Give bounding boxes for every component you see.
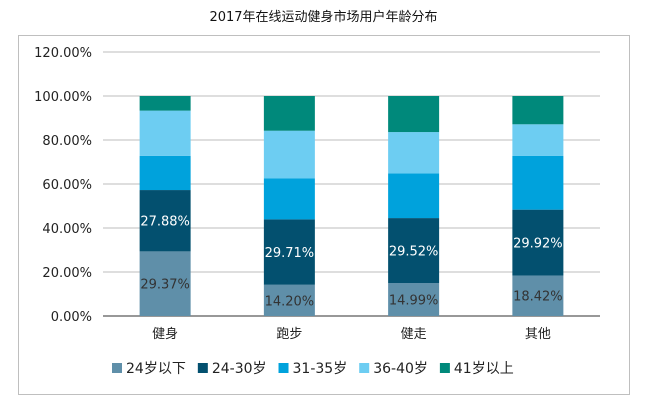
bar-segment bbox=[388, 218, 440, 284]
legend-swatch bbox=[278, 363, 289, 373]
bar-segment bbox=[139, 155, 191, 191]
legend-swatch bbox=[112, 363, 122, 373]
x-tick-label: 其他 bbox=[525, 327, 551, 342]
y-tick-label: 80.00% bbox=[42, 134, 92, 149]
data-label: 14.99% bbox=[389, 294, 439, 309]
bar-segment bbox=[263, 219, 315, 285]
bar-segment bbox=[263, 284, 315, 316]
bar-segment bbox=[388, 283, 440, 316]
y-tick-label: 60.00% bbox=[42, 178, 92, 193]
bar-segment bbox=[139, 251, 191, 316]
bar-segment bbox=[512, 155, 564, 210]
y-tick-label: 0.00% bbox=[51, 310, 92, 325]
legend-swatch bbox=[197, 363, 208, 373]
bar-segment bbox=[512, 275, 564, 316]
data-label: 29.92% bbox=[513, 237, 563, 252]
bar-segment bbox=[388, 96, 440, 133]
y-tick-label: 100.00% bbox=[34, 90, 92, 105]
legend-swatch bbox=[439, 363, 450, 373]
data-label: 27.88% bbox=[140, 215, 190, 230]
bar-segment bbox=[263, 130, 315, 179]
legend-label: 31-35岁 bbox=[293, 361, 348, 377]
legend-label: 36-40岁 bbox=[373, 361, 428, 377]
x-tick-label: 跑步 bbox=[276, 327, 302, 342]
data-label: 18.42% bbox=[513, 290, 563, 305]
y-tick-label: 20.00% bbox=[42, 266, 92, 281]
bar-segment bbox=[139, 110, 191, 156]
legend-label: 41岁以上 bbox=[454, 361, 514, 377]
bar-segment bbox=[512, 209, 564, 276]
x-tick-label: 健身 bbox=[152, 326, 178, 342]
legend-swatch bbox=[359, 363, 370, 373]
data-label: 29.52% bbox=[389, 245, 439, 260]
chart-title: 2017年在线运动健身市场用户年龄分布 bbox=[209, 10, 438, 25]
y-tick-label: 120.00% bbox=[34, 46, 92, 61]
bar-segment bbox=[388, 173, 440, 219]
data-label: 29.37% bbox=[140, 278, 190, 293]
data-label: 14.20% bbox=[265, 294, 315, 309]
x-tick-label: 健走 bbox=[401, 327, 427, 342]
bar-segment bbox=[512, 96, 564, 125]
y-tick-label: 40.00% bbox=[42, 222, 92, 237]
chart-frame bbox=[18, 35, 630, 395]
bar-segment bbox=[263, 96, 315, 131]
legend-label: 24岁以下 bbox=[126, 361, 186, 377]
bar-segment bbox=[139, 96, 191, 111]
bar-segment bbox=[263, 178, 315, 220]
bar-segment bbox=[512, 124, 564, 156]
legend-label: 24-30岁 bbox=[212, 361, 267, 377]
bar-segment bbox=[388, 132, 440, 174]
data-label: 29.71% bbox=[265, 246, 315, 261]
bar-segment bbox=[139, 190, 191, 252]
